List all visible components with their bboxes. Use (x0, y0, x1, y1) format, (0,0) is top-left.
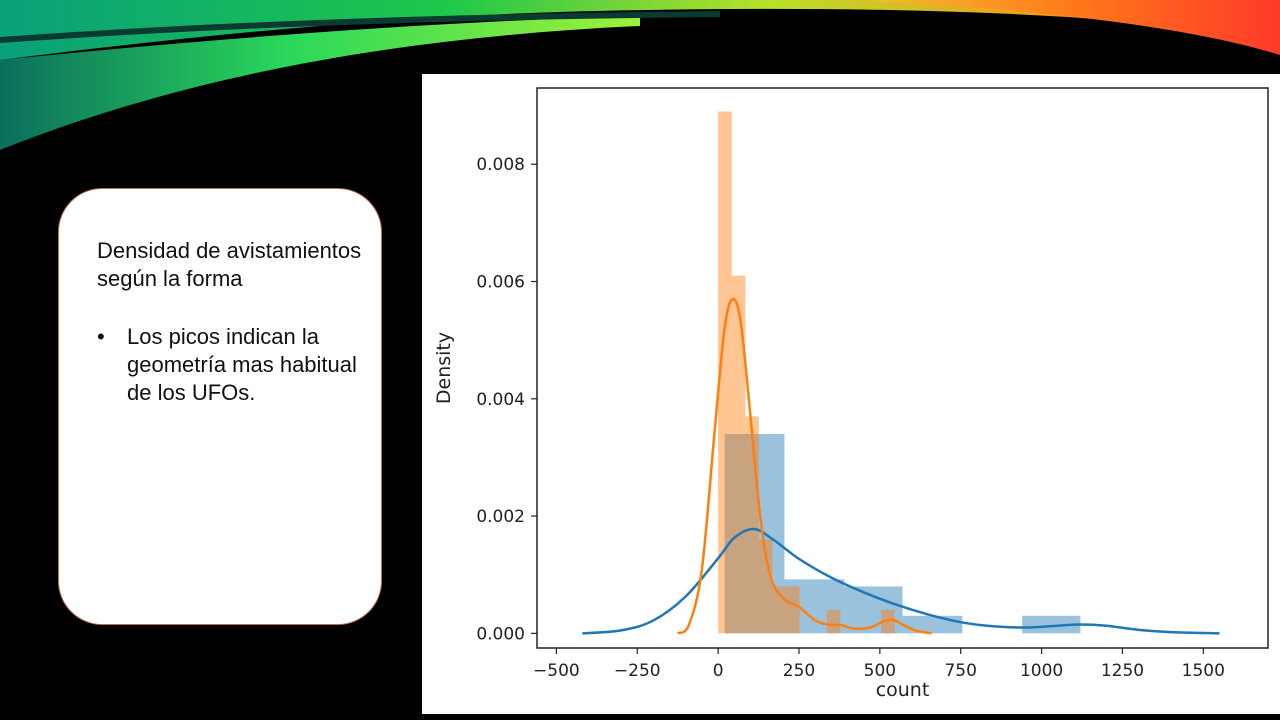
bullet-list: • Los picos indican la geometría mas hab… (97, 323, 357, 407)
x-tick-label: −250 (614, 661, 661, 681)
y-tick-label: 0.000 (476, 624, 525, 644)
bullet-text: Los picos indican la geometría mas habit… (127, 324, 357, 405)
bullet-item: • Los picos indican la geometría mas hab… (97, 323, 357, 407)
x-tick-label: −500 (533, 661, 580, 681)
y-tick-label: 0.008 (476, 155, 525, 175)
x-tick-label: 500 (864, 661, 896, 681)
density-chart: −500 −250 0 250 500 750 1000 1250 1500 0.000 0.002… (433, 87, 1269, 701)
histogram-bar (758, 539, 773, 634)
y-tick-label: 0.006 (476, 273, 525, 293)
histogram-bar (902, 615, 963, 634)
bullet-marker: • (97, 324, 105, 349)
x-tick-label: 750 (944, 661, 976, 681)
histogram-bar (745, 416, 759, 634)
slide-heading: Densidad de avistamientos según la forma (97, 238, 362, 291)
text-box: Densidad de avistamientos según la forma… (58, 188, 382, 625)
histogram-bar (718, 111, 732, 634)
kde-curves (582, 297, 1220, 635)
y-axis-label: Density (433, 332, 455, 404)
histogram-bar (881, 609, 895, 634)
axis-ticks: −500 −250 0 250 500 750 1000 1250 1500 0.000 0.002… (476, 155, 1225, 681)
histogram-bar (826, 609, 841, 634)
kde-line (676, 297, 932, 635)
x-tick-label: 1000 (1020, 661, 1063, 681)
histogram-bar (731, 275, 746, 634)
x-tick-label: 1250 (1101, 661, 1144, 681)
histogram-bars (718, 111, 1081, 634)
chart-panel: −500 −250 0 250 500 750 1000 1250 1500 0.000 0.002… (422, 74, 1280, 714)
plot-frame (536, 87, 1269, 649)
kde-line (582, 527, 1220, 635)
x-tick-label: 1500 (1182, 661, 1225, 681)
histogram-bar (786, 586, 800, 634)
x-tick-label: 250 (783, 661, 815, 681)
y-tick-label: 0.004 (476, 390, 525, 410)
x-axis-label: count (876, 679, 930, 701)
histogram-bar (1022, 615, 1081, 634)
y-tick-label: 0.002 (476, 507, 525, 527)
x-tick-label: 0 (713, 661, 724, 681)
